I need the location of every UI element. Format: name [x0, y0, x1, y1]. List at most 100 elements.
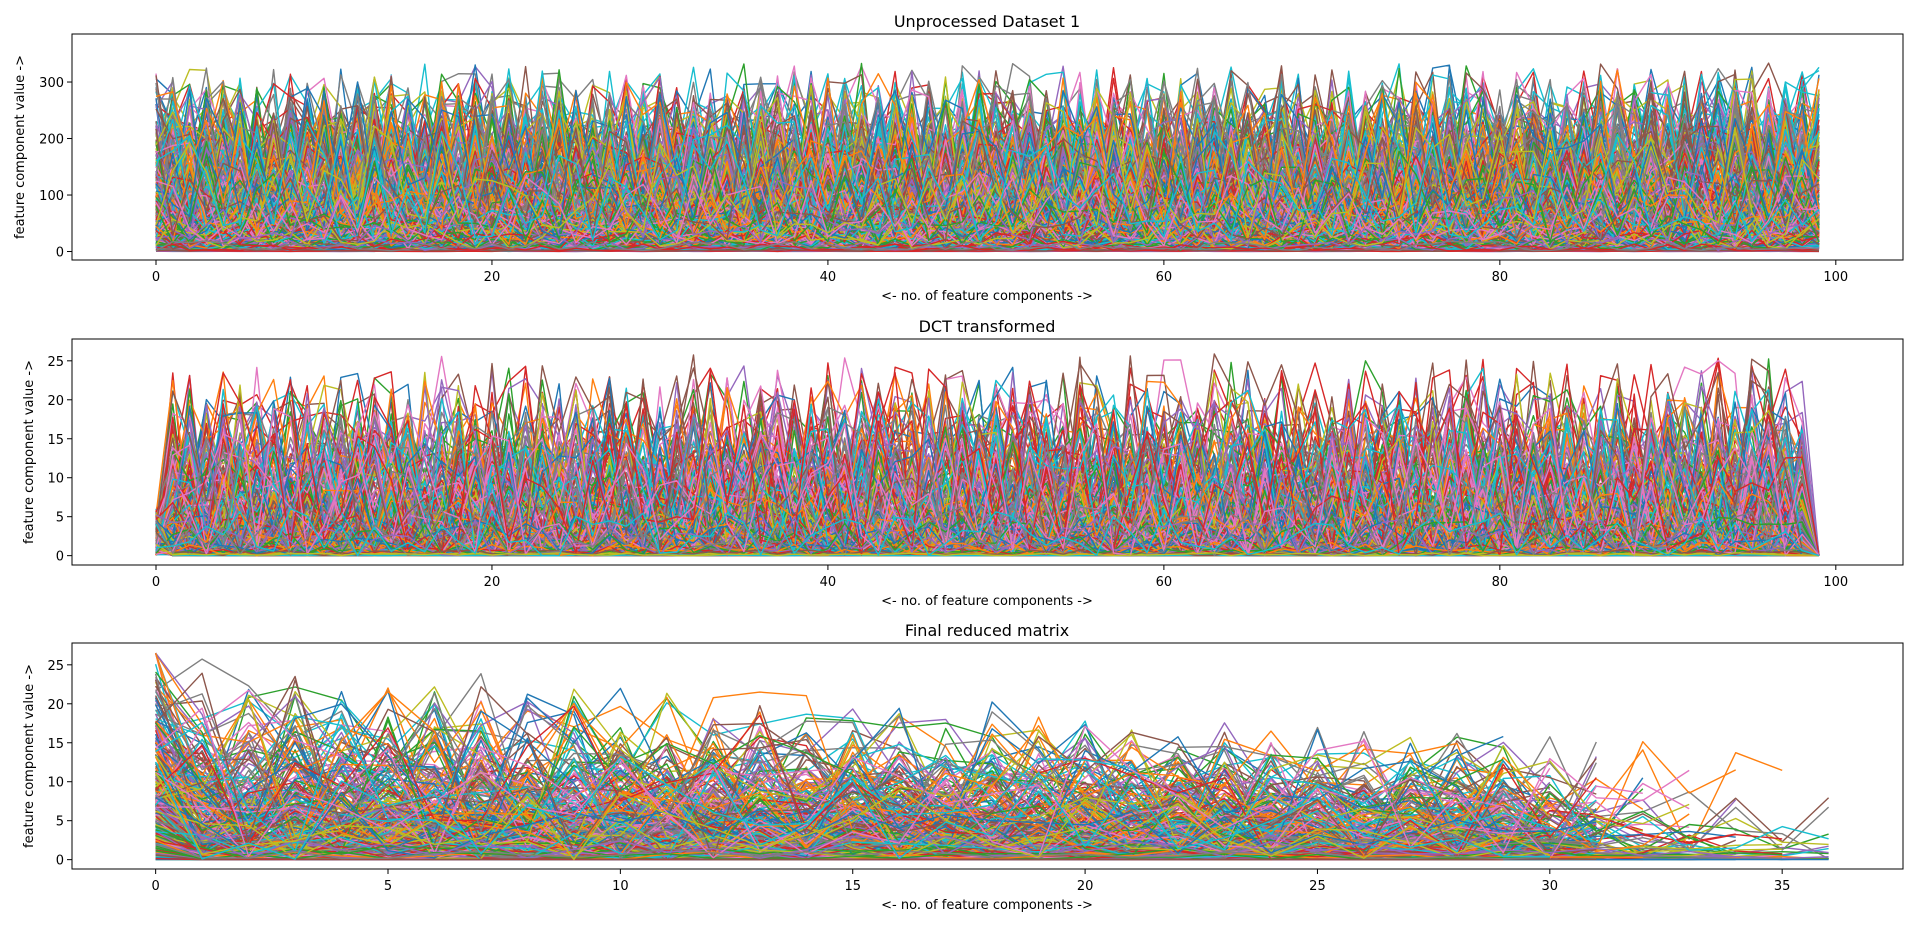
x-tick-label: 0 — [152, 879, 160, 894]
series-line — [154, 699, 1551, 859]
x-tick-label: 20 — [484, 575, 501, 590]
x-tick-label: 100 — [1823, 575, 1848, 590]
x-tick-label: 15 — [844, 879, 861, 894]
series-line — [155, 185, 1820, 247]
subplot-3-frame — [71, 642, 1904, 870]
subplot-1-yticks: 0 100 200 300 — [39, 76, 72, 261]
subplot-3-title: Final reduced matrix — [905, 621, 1069, 640]
x-tick-label: 25 — [1309, 879, 1326, 894]
x-tick-label: 10 — [612, 879, 629, 894]
series-line — [155, 240, 1820, 252]
series-line — [155, 713, 1551, 861]
subplot-2-xlabel: <- no. of feature components -> — [881, 594, 1093, 609]
subplot-1-ylabel: feature component value -> — [13, 55, 28, 239]
series-line — [155, 688, 1690, 855]
subplot-2-yticks: 0 5 10 15 20 25 — [47, 355, 72, 565]
series-line — [154, 673, 1597, 861]
subplot-3-xticks: 0 5 10 15 20 25 30 35 — [152, 869, 1791, 894]
x-tick-label: 20 — [1077, 879, 1094, 894]
x-tick-label: 5 — [384, 879, 392, 894]
series-line — [155, 434, 1820, 557]
series-line — [155, 422, 1820, 557]
y-tick-label: 10 — [47, 472, 64, 487]
x-tick-label: 60 — [1156, 270, 1173, 285]
series-line — [155, 787, 1504, 860]
series-line — [155, 831, 1550, 860]
series-line — [155, 353, 1820, 557]
series-line — [155, 428, 1820, 556]
subplot-1-frame — [71, 33, 1904, 261]
series-line — [155, 404, 1820, 557]
series-line — [154, 687, 1550, 860]
x-tick-label: 35 — [1774, 879, 1791, 894]
series-line — [155, 807, 1736, 860]
x-tick-label: 0 — [152, 270, 160, 285]
y-tick-label: 200 — [39, 133, 64, 148]
subplot-dct: DCT transformed 0 20 40 60 80 100 0510152025 … — [22, 317, 1904, 609]
subplot-1-lines — [155, 62, 1820, 253]
subplot-1-xticks: 0 20 40 60 80 100 — [152, 260, 1848, 285]
series-line — [155, 172, 1820, 247]
series-line — [155, 235, 1820, 252]
x-tick-label: 40 — [820, 270, 837, 285]
y-tick-label: 0 — [56, 246, 64, 261]
series-line — [155, 171, 1820, 247]
series-line — [154, 691, 1597, 861]
y-tick-label: 15 — [47, 433, 64, 448]
subplot-1-title: Unprocessed Dataset 1 — [894, 12, 1080, 31]
y-tick-label: 5 — [56, 511, 64, 526]
series-line — [155, 794, 1550, 861]
subplot-3-xlabel: <- no. of feature components -> — [881, 898, 1093, 913]
x-tick-label: 100 — [1823, 270, 1848, 285]
y-tick-label: 100 — [39, 189, 64, 204]
subplot-3-ylabel: feature component value -> — [22, 664, 37, 848]
series-line — [155, 131, 1820, 243]
series-line — [155, 428, 1820, 556]
y-tick-label: 25 — [47, 659, 64, 674]
subplot-2-xticks: 0 20 40 60 80 100 — [152, 565, 1848, 590]
series-line — [155, 67, 1820, 237]
y-tick-label: 5 — [56, 815, 64, 830]
series-line — [155, 131, 1820, 243]
series-line — [155, 719, 1504, 858]
y-tick-label: 20 — [47, 698, 64, 713]
series-line — [155, 406, 1820, 557]
x-tick-label: 40 — [820, 575, 837, 590]
y-tick-label: 25 — [47, 355, 64, 370]
y-tick-label: 0 — [56, 854, 64, 869]
series-line — [155, 755, 1550, 860]
series-line — [155, 818, 1597, 861]
series-line — [155, 119, 1820, 242]
series-line — [154, 675, 1504, 859]
series-line — [155, 726, 1504, 857]
series-line — [155, 746, 1643, 861]
subplot-2-title: DCT transformed — [919, 317, 1056, 336]
series-line — [155, 707, 1690, 859]
x-tick-label: 20 — [484, 270, 501, 285]
series-line — [155, 95, 1820, 241]
x-tick-label: 80 — [1492, 270, 1509, 285]
series-line — [155, 124, 1820, 244]
series-line — [154, 679, 1597, 844]
series-line — [155, 733, 1551, 858]
subplot-2-frame — [71, 338, 1904, 566]
x-tick-label: 30 — [1542, 879, 1559, 894]
subplot-1-xlabel: <- no. of feature components -> — [881, 289, 1093, 304]
y-tick-label: 0 — [56, 550, 64, 565]
series-line — [154, 755, 1550, 860]
subplot-2-lines — [155, 353, 1820, 557]
y-tick-label: 10 — [47, 776, 64, 791]
series-line — [155, 672, 1597, 861]
series-line — [154, 772, 1551, 861]
series-line — [155, 368, 1820, 557]
series-line — [155, 511, 1820, 557]
series-line — [155, 854, 1597, 861]
series-line — [155, 843, 1550, 860]
series-line — [154, 756, 1690, 859]
subplot-3-yticks: 0 5 10 15 20 25 — [47, 659, 72, 869]
subplot-2-ylabel: feature component value -> — [22, 360, 37, 544]
series-line — [155, 507, 1820, 557]
series-line — [155, 217, 1820, 250]
x-tick-label: 0 — [152, 575, 160, 590]
